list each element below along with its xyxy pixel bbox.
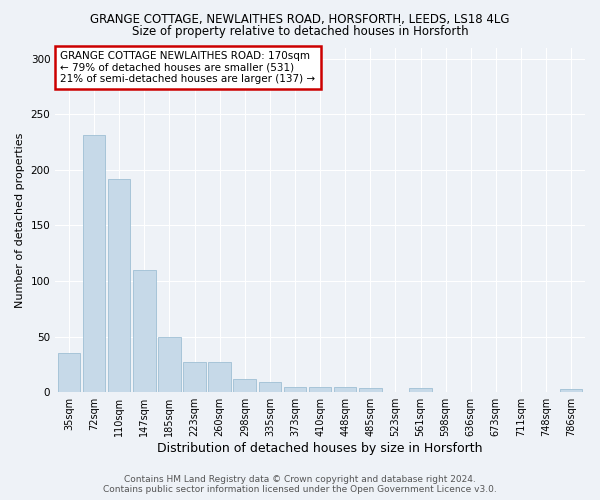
Bar [309, 386, 331, 392]
Bar [409, 388, 432, 392]
Bar [560, 389, 583, 392]
Bar [58, 354, 80, 392]
Text: GRANGE COTTAGE, NEWLAITHES ROAD, HORSFORTH, LEEDS, LS18 4LG: GRANGE COTTAGE, NEWLAITHES ROAD, HORSFOR… [90, 12, 510, 26]
Bar [334, 386, 356, 392]
Bar [359, 388, 382, 392]
Bar [259, 382, 281, 392]
Bar [158, 336, 181, 392]
Text: GRANGE COTTAGE NEWLAITHES ROAD: 170sqm
← 79% of detached houses are smaller (531: GRANGE COTTAGE NEWLAITHES ROAD: 170sqm ←… [61, 51, 316, 84]
Y-axis label: Number of detached properties: Number of detached properties [15, 132, 25, 308]
Bar [133, 270, 155, 392]
Bar [233, 379, 256, 392]
Text: Size of property relative to detached houses in Horsforth: Size of property relative to detached ho… [131, 25, 469, 38]
Bar [83, 136, 106, 392]
Text: Contains HM Land Registry data © Crown copyright and database right 2024.
Contai: Contains HM Land Registry data © Crown c… [103, 474, 497, 494]
Bar [183, 362, 206, 392]
X-axis label: Distribution of detached houses by size in Horsforth: Distribution of detached houses by size … [157, 442, 483, 455]
Bar [108, 178, 130, 392]
Bar [284, 386, 306, 392]
Bar [208, 362, 231, 392]
